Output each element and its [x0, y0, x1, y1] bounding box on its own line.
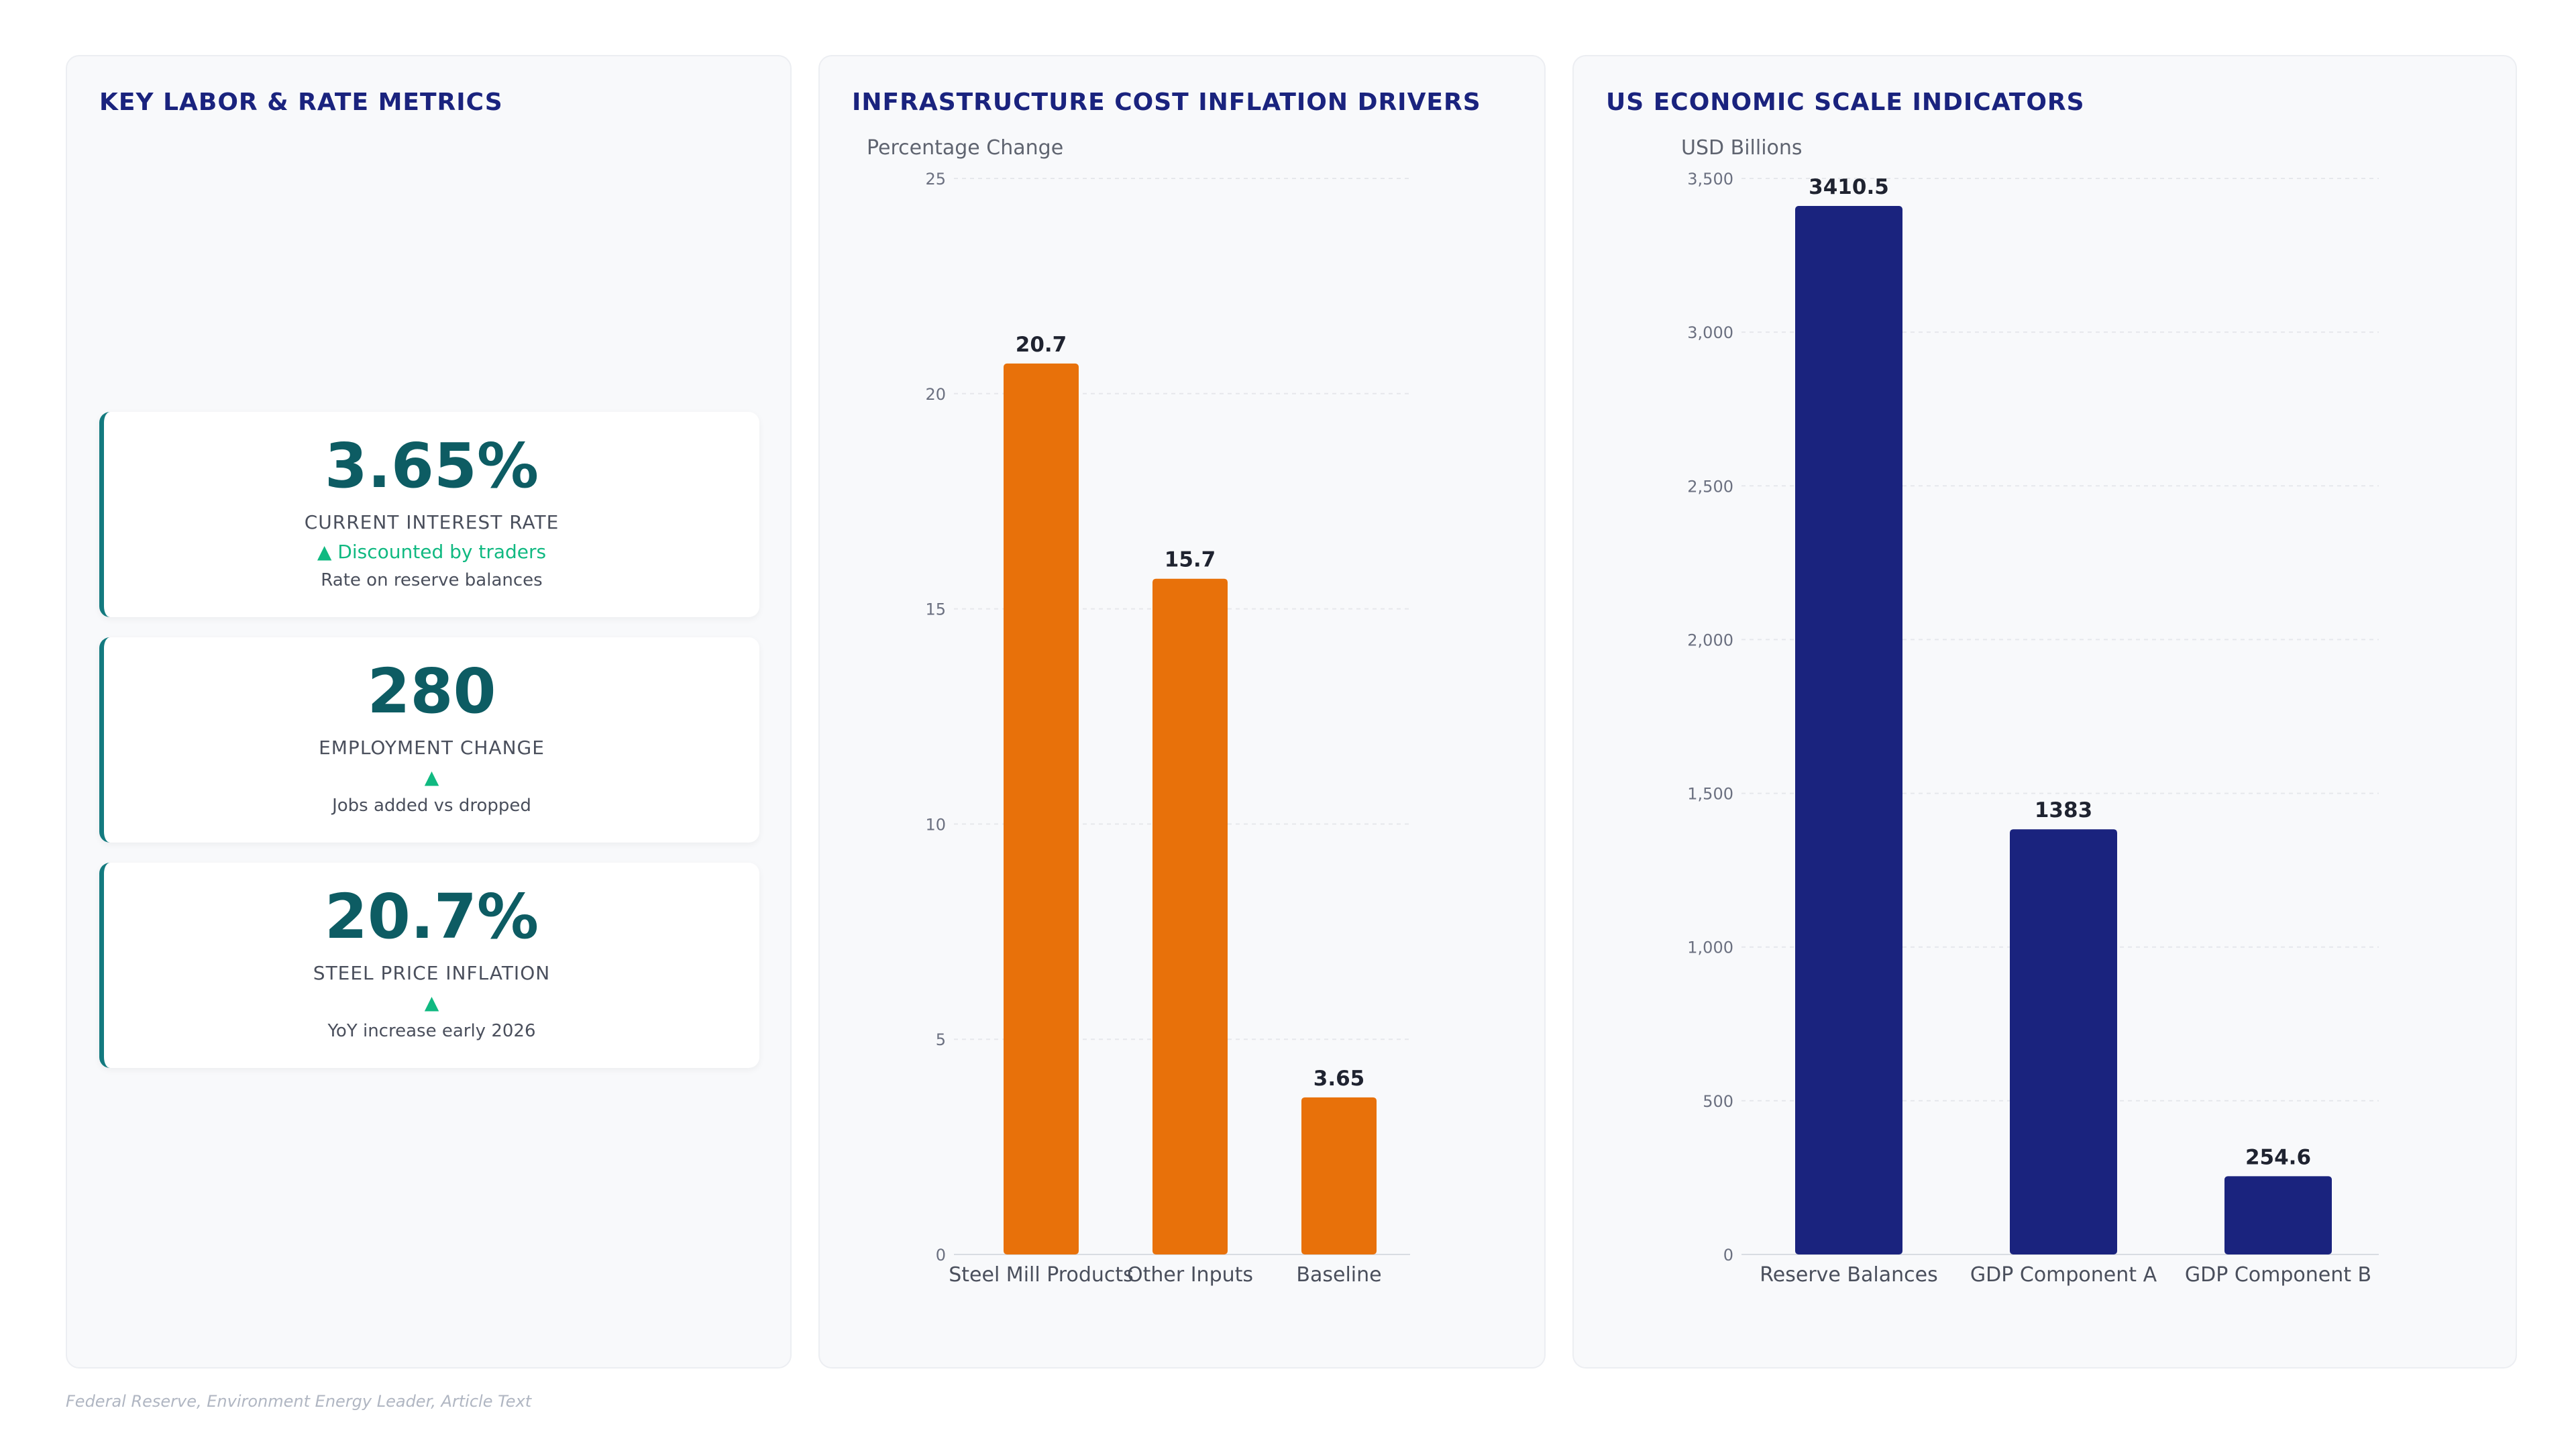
- y-tick-label: 0: [936, 1246, 946, 1265]
- bar-2: [1301, 1097, 1377, 1254]
- bar-1: [1152, 578, 1228, 1254]
- kpi-label: CURRENT INTEREST RATE: [304, 511, 559, 533]
- kpi-panel-title: KEY LABOR & RATE METRICS: [99, 89, 503, 116]
- data-label: 3410.5: [1809, 175, 1889, 199]
- kpi-value: 280: [367, 655, 496, 727]
- y-tick-label: 1,000: [1687, 938, 1733, 957]
- kpi-value: 20.7%: [324, 881, 539, 953]
- y-tick-label: 20: [925, 385, 946, 404]
- y-tick-label: 500: [1703, 1092, 1733, 1111]
- y-tick-label: 2,000: [1687, 631, 1733, 649]
- kpi-card-interest-rate: 3.65% CURRENT INTEREST RATE ▲ Discounted…: [99, 412, 759, 617]
- source-note: Federal Reserve, Environment Energy Lead…: [66, 1392, 532, 1411]
- y-tick-label: 1,500: [1687, 785, 1733, 804]
- y-tick-label: 3,500: [1687, 170, 1733, 189]
- kpi-card-steel-inflation: 20.7% STEEL PRICE INFLATION ▲ YoY increa…: [99, 863, 759, 1068]
- kpi-trend: ▲: [424, 991, 439, 1014]
- economic-scale-bar-chart: USD Billions 0 500 1,000 1,500 2,000 2,500 3,00…: [1681, 136, 2379, 1287]
- x-tick-label: GDP Component B: [2185, 1263, 2371, 1287]
- bar-1: [2010, 829, 2117, 1254]
- x-tick-label: Steel Mill Products: [949, 1263, 1134, 1287]
- kpi-label: EMPLOYMENT CHANGE: [319, 737, 545, 759]
- x-tick-label: Baseline: [1296, 1263, 1381, 1287]
- data-label: 20.7: [1016, 333, 1067, 357]
- data-label: 3.65: [1313, 1067, 1365, 1091]
- data-label: 254.6: [2245, 1145, 2311, 1169]
- infrastructure-bar-chart: Percentage Change 0 5 10 15 20 25 20.7 Steel Mil…: [867, 136, 1410, 1287]
- kpi-label: STEEL PRICE INFLATION: [313, 962, 551, 984]
- y-tick-label: 0: [1723, 1246, 1733, 1265]
- infrastructure-chart-panel: INFRASTRUCTURE COST INFLATION DRIVERS Pe…: [818, 55, 1546, 1368]
- x-tick-label: Other Inputs: [1127, 1263, 1253, 1287]
- chart-title: INFRASTRUCTURE COST INFLATION DRIVERS: [852, 89, 1481, 116]
- x-tick-label: GDP Component A: [1970, 1263, 2157, 1287]
- kpi-panel: KEY LABOR & RATE METRICS 3.65% CURRENT I…: [66, 55, 792, 1368]
- y-tick-label: 10: [925, 815, 946, 834]
- kpi-subtext: Rate on reserve balances: [321, 570, 543, 590]
- y-tick-label: 3,000: [1687, 323, 1733, 342]
- economic-scale-chart-panel: US ECONOMIC SCALE INDICATORS USD Billion…: [1572, 55, 2517, 1368]
- kpi-value: 3.65%: [324, 430, 539, 502]
- kpi-trend: ▲ Discounted by traders: [317, 541, 547, 563]
- kpi-trend: ▲: [424, 766, 439, 788]
- y-tick-label: 2,500: [1687, 477, 1733, 496]
- kpi-card-employment: 280 EMPLOYMENT CHANGE ▲ Jobs added vs dr…: [99, 637, 759, 843]
- bar-0: [1004, 363, 1079, 1255]
- y-tick-label: 25: [925, 170, 946, 189]
- data-label: 1383: [2035, 798, 2092, 822]
- y-axis-label: USD Billions: [1681, 136, 1803, 160]
- kpi-subtext: YoY increase early 2026: [327, 1021, 536, 1041]
- bar-0: [1795, 206, 1902, 1254]
- y-tick-label: 5: [936, 1030, 946, 1049]
- x-tick-label: Reserve Balances: [1760, 1263, 1937, 1287]
- y-axis-label: Percentage Change: [867, 136, 1063, 160]
- kpi-subtext: Jobs added vs dropped: [332, 796, 531, 816]
- data-label: 15.7: [1165, 548, 1216, 572]
- y-tick-label: 15: [925, 600, 946, 619]
- chart-title: US ECONOMIC SCALE INDICATORS: [1606, 89, 2085, 116]
- bar-2: [2224, 1176, 2332, 1254]
